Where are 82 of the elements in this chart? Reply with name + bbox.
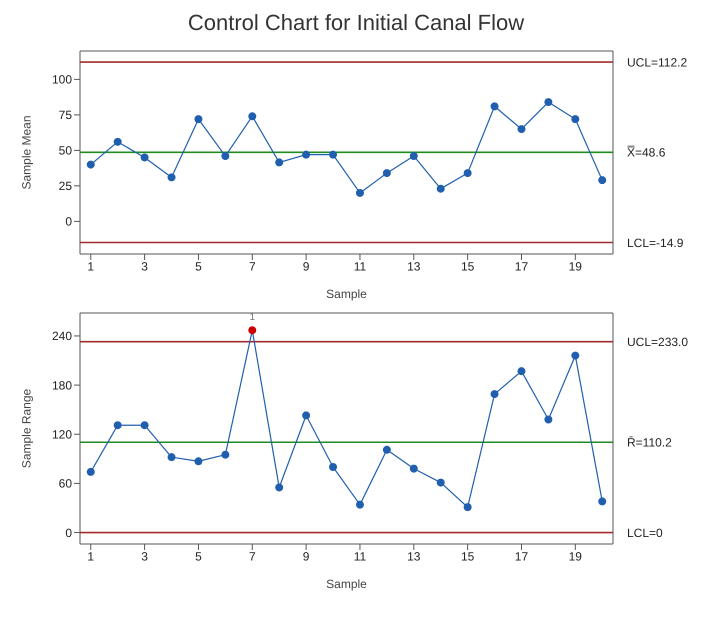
point (436, 478, 445, 487)
x-tick-label: 15 (460, 550, 475, 564)
point (140, 153, 149, 162)
point (410, 464, 418, 473)
x-tick-label: 9 (302, 260, 310, 274)
x-tick-label: 17 (514, 260, 528, 274)
x-tick-label: 5 (195, 550, 202, 564)
point (248, 112, 256, 120)
point (356, 500, 364, 509)
point (275, 483, 284, 492)
annotation: 1 (250, 312, 256, 324)
ref-line-label: R̄=110.2 (627, 436, 672, 450)
x-tick-label: 1 (87, 550, 94, 564)
x-tick-label: 5 (195, 260, 202, 274)
y-tick-label: 25 (58, 179, 72, 194)
point (464, 169, 472, 178)
y-tick-label: 0 (65, 214, 72, 229)
y-tick-label: 120 (52, 427, 72, 442)
ref-line-label: UCL=233.0 (627, 334, 688, 349)
ref-line-label: LCL=0 (627, 526, 664, 540)
point (86, 468, 95, 476)
x-tick-label: 11 (354, 550, 367, 564)
point (571, 115, 580, 124)
y-tick-label: 240 (52, 329, 72, 344)
y-tick-label: 100 (52, 72, 72, 87)
x-tick-label: 1 (87, 260, 94, 274)
x-tick-label: 7 (248, 260, 256, 274)
point (194, 115, 202, 124)
point (517, 367, 526, 376)
point (86, 160, 95, 169)
point (302, 150, 310, 159)
y-tick-label: 0 (65, 526, 72, 540)
chart-title: Control Chart for Initial Canal Flow (186, 10, 526, 36)
point (356, 188, 364, 197)
point (598, 497, 606, 506)
ref-line-label: UCL=112.2 (627, 55, 688, 70)
x-tick-label: 19 (568, 260, 582, 274)
y-tick-label: 60 (58, 476, 72, 491)
point (248, 326, 256, 334)
point (490, 102, 499, 110)
point (598, 176, 606, 184)
point (140, 421, 149, 430)
y-axis-title: Sample Mean (19, 115, 34, 190)
point (194, 457, 202, 466)
point (168, 453, 176, 462)
x-tick-label: 9 (302, 550, 310, 564)
point (221, 450, 230, 459)
x-tick-label: 15 (460, 260, 475, 274)
x-axis-title: Sample (326, 577, 368, 591)
point (490, 390, 499, 398)
x-tick-label: 3 (141, 260, 148, 274)
y-tick-label: 75 (58, 108, 72, 122)
x-tick-label: 13 (407, 550, 421, 564)
x-axis-title: Sample (326, 287, 368, 301)
x-tick-label: 17 (514, 550, 528, 564)
point (275, 158, 284, 166)
point (114, 421, 122, 430)
point (114, 138, 122, 146)
point (302, 411, 310, 420)
x-tick-label: 19 (568, 550, 582, 564)
point (464, 503, 472, 512)
x-tick-label: 3 (141, 550, 148, 564)
x-tick-label: 11 (354, 260, 367, 274)
point (410, 152, 418, 160)
point (329, 463, 338, 471)
y-tick-label: 50 (58, 144, 72, 158)
ref-line-label: X̿=48.6 (626, 146, 666, 160)
ref-line-label: LCL=-14.9 (627, 236, 684, 250)
point (382, 169, 391, 178)
point (329, 150, 338, 159)
point (544, 415, 552, 424)
point (517, 125, 526, 134)
y-tick-label: 180 (52, 378, 72, 392)
x-tick-label: 7 (248, 550, 256, 564)
point (382, 446, 391, 454)
point (221, 152, 230, 160)
point (571, 352, 580, 360)
point (544, 98, 552, 106)
x-tick-label: 13 (407, 260, 421, 274)
point (168, 173, 176, 182)
y-axis-title: Sample Range (19, 388, 34, 468)
point (436, 184, 445, 193)
